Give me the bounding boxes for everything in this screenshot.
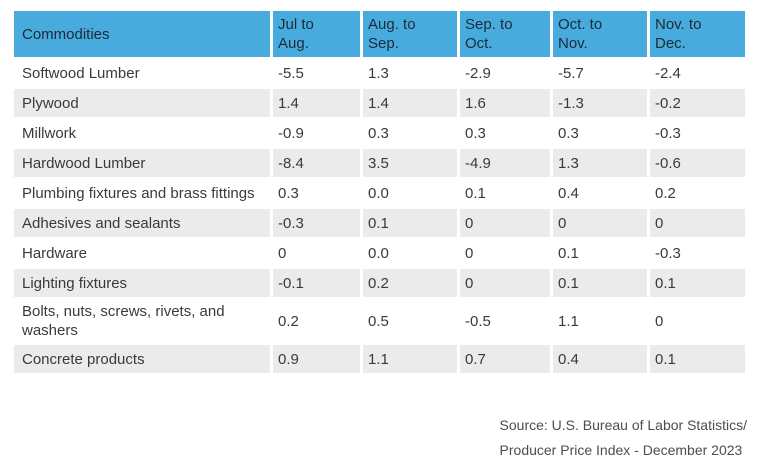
table-row: Bolts, nuts, screws, rivets, and washers…	[14, 299, 745, 343]
table-row: Lighting fixtures -0.1 0.2 0 0.1 0.1	[14, 269, 745, 297]
value-cell: -2.9	[460, 59, 550, 87]
value-cell: 0.2	[273, 299, 360, 343]
value-cell: 1.6	[460, 89, 550, 117]
value-cell: -0.3	[273, 209, 360, 237]
value-cell: 0	[460, 239, 550, 267]
table-row: Plywood 1.4 1.4 1.6 -1.3 -0.2	[14, 89, 745, 117]
commodity-name-cell: Lighting fixtures	[14, 269, 270, 297]
table-row: Plumbing fixtures and brass fittings 0.3 0…	[14, 179, 745, 207]
value-cell: -0.1	[273, 269, 360, 297]
value-cell: 0	[650, 299, 745, 343]
value-cell: 1.1	[553, 299, 647, 343]
table-row: Concrete products 0.9 1.1 0.7 0.4 0.1	[14, 345, 745, 373]
value-cell: 0.0	[363, 179, 457, 207]
table-body: Softwood Lumber -5.5 1.3 -2.9 -5.7 -2.4 Plywoo…	[14, 59, 745, 373]
value-cell: 0	[273, 239, 360, 267]
value-cell: 0.3	[553, 119, 647, 147]
commodity-name-cell: Concrete products	[14, 345, 270, 373]
value-cell: 0.1	[650, 269, 745, 297]
value-cell: 1.4	[273, 89, 360, 117]
value-cell: 0.1	[460, 179, 550, 207]
column-header: Jul to Aug.	[273, 11, 360, 57]
value-cell: 0.3	[460, 119, 550, 147]
value-cell: -4.9	[460, 149, 550, 177]
value-cell: -2.4	[650, 59, 745, 87]
commodity-name-cell: Plywood	[14, 89, 270, 117]
value-cell: 0.1	[553, 269, 647, 297]
value-cell: -0.5	[460, 299, 550, 343]
column-header: Sep. to Oct.	[460, 11, 550, 57]
commodity-name-cell: Adhesives and sealants	[14, 209, 270, 237]
table-row: Softwood Lumber -5.5 1.3 -2.9 -5.7 -2.4	[14, 59, 745, 87]
value-cell: -5.7	[553, 59, 647, 87]
value-cell: 0.2	[650, 179, 745, 207]
value-cell: 1.4	[363, 89, 457, 117]
value-cell: 0.0	[363, 239, 457, 267]
source-line-1: Source: U.S. Bureau of Labor Statistics/	[499, 417, 747, 433]
value-cell: 0.7	[460, 345, 550, 373]
value-cell: -0.3	[650, 239, 745, 267]
value-cell: 0.1	[553, 239, 647, 267]
value-cell: 1.3	[553, 149, 647, 177]
value-cell: -0.6	[650, 149, 745, 177]
value-cell: 0.4	[553, 179, 647, 207]
table-row: Hardware 0 0.0 0 0.1 -0.3	[14, 239, 745, 267]
commodity-name-cell: Millwork	[14, 119, 270, 147]
value-cell: 0.4	[553, 345, 647, 373]
value-cell: 0.1	[363, 209, 457, 237]
value-cell: 0.3	[273, 179, 360, 207]
column-header: Nov. to Dec.	[650, 11, 745, 57]
column-header: Oct. to Nov.	[553, 11, 647, 57]
value-cell: 0	[650, 209, 745, 237]
value-cell: -0.2	[650, 89, 745, 117]
value-cell: 1.1	[363, 345, 457, 373]
source-attribution: Source: U.S. Bureau of Labor Statistics/…	[500, 413, 747, 463]
commodity-name-cell: Hardwood Lumber	[14, 149, 270, 177]
value-cell: 0	[553, 209, 647, 237]
value-cell: 0.3	[363, 119, 457, 147]
table-row: Hardwood Lumber -8.4 3.5 -4.9 1.3 -0.6	[14, 149, 745, 177]
value-cell: 0.5	[363, 299, 457, 343]
commodity-name-cell: Hardware	[14, 239, 270, 267]
value-cell: -5.5	[273, 59, 360, 87]
value-cell: -0.9	[273, 119, 360, 147]
value-cell: 1.3	[363, 59, 457, 87]
value-cell: -8.4	[273, 149, 360, 177]
commodity-name-cell: Softwood Lumber	[14, 59, 270, 87]
source-line-2: Producer Price Index - December 2023	[499, 442, 743, 458]
table-row: Adhesives and sealants -0.3 0.1 0 0 0	[14, 209, 745, 237]
value-cell: 0	[460, 269, 550, 297]
column-header: Commodities	[14, 11, 270, 57]
column-header: Aug. to Sep.	[363, 11, 457, 57]
commodity-name-cell: Plumbing fixtures and brass fittings	[14, 179, 270, 207]
commodity-name-cell: Bolts, nuts, screws, rivets, and washers	[14, 299, 270, 343]
header-row: Commodities Jul to Aug. Aug. to Sep. Sep. t…	[14, 11, 745, 57]
commodities-price-change-table: Commodities Jul to Aug. Aug. to Sep. Sep. t…	[11, 9, 748, 375]
page: { "chart_data": { "type": "table", "titl…	[0, 9, 778, 464]
value-cell: 3.5	[363, 149, 457, 177]
value-cell: -1.3	[553, 89, 647, 117]
table-header: Commodities Jul to Aug. Aug. to Sep. Sep. t…	[14, 11, 745, 57]
value-cell: 0	[460, 209, 550, 237]
value-cell: -0.3	[650, 119, 745, 147]
table-row: Millwork -0.9 0.3 0.3 0.3 -0.3	[14, 119, 745, 147]
value-cell: 0.2	[363, 269, 457, 297]
value-cell: 0.1	[650, 345, 745, 373]
value-cell: 0.9	[273, 345, 360, 373]
